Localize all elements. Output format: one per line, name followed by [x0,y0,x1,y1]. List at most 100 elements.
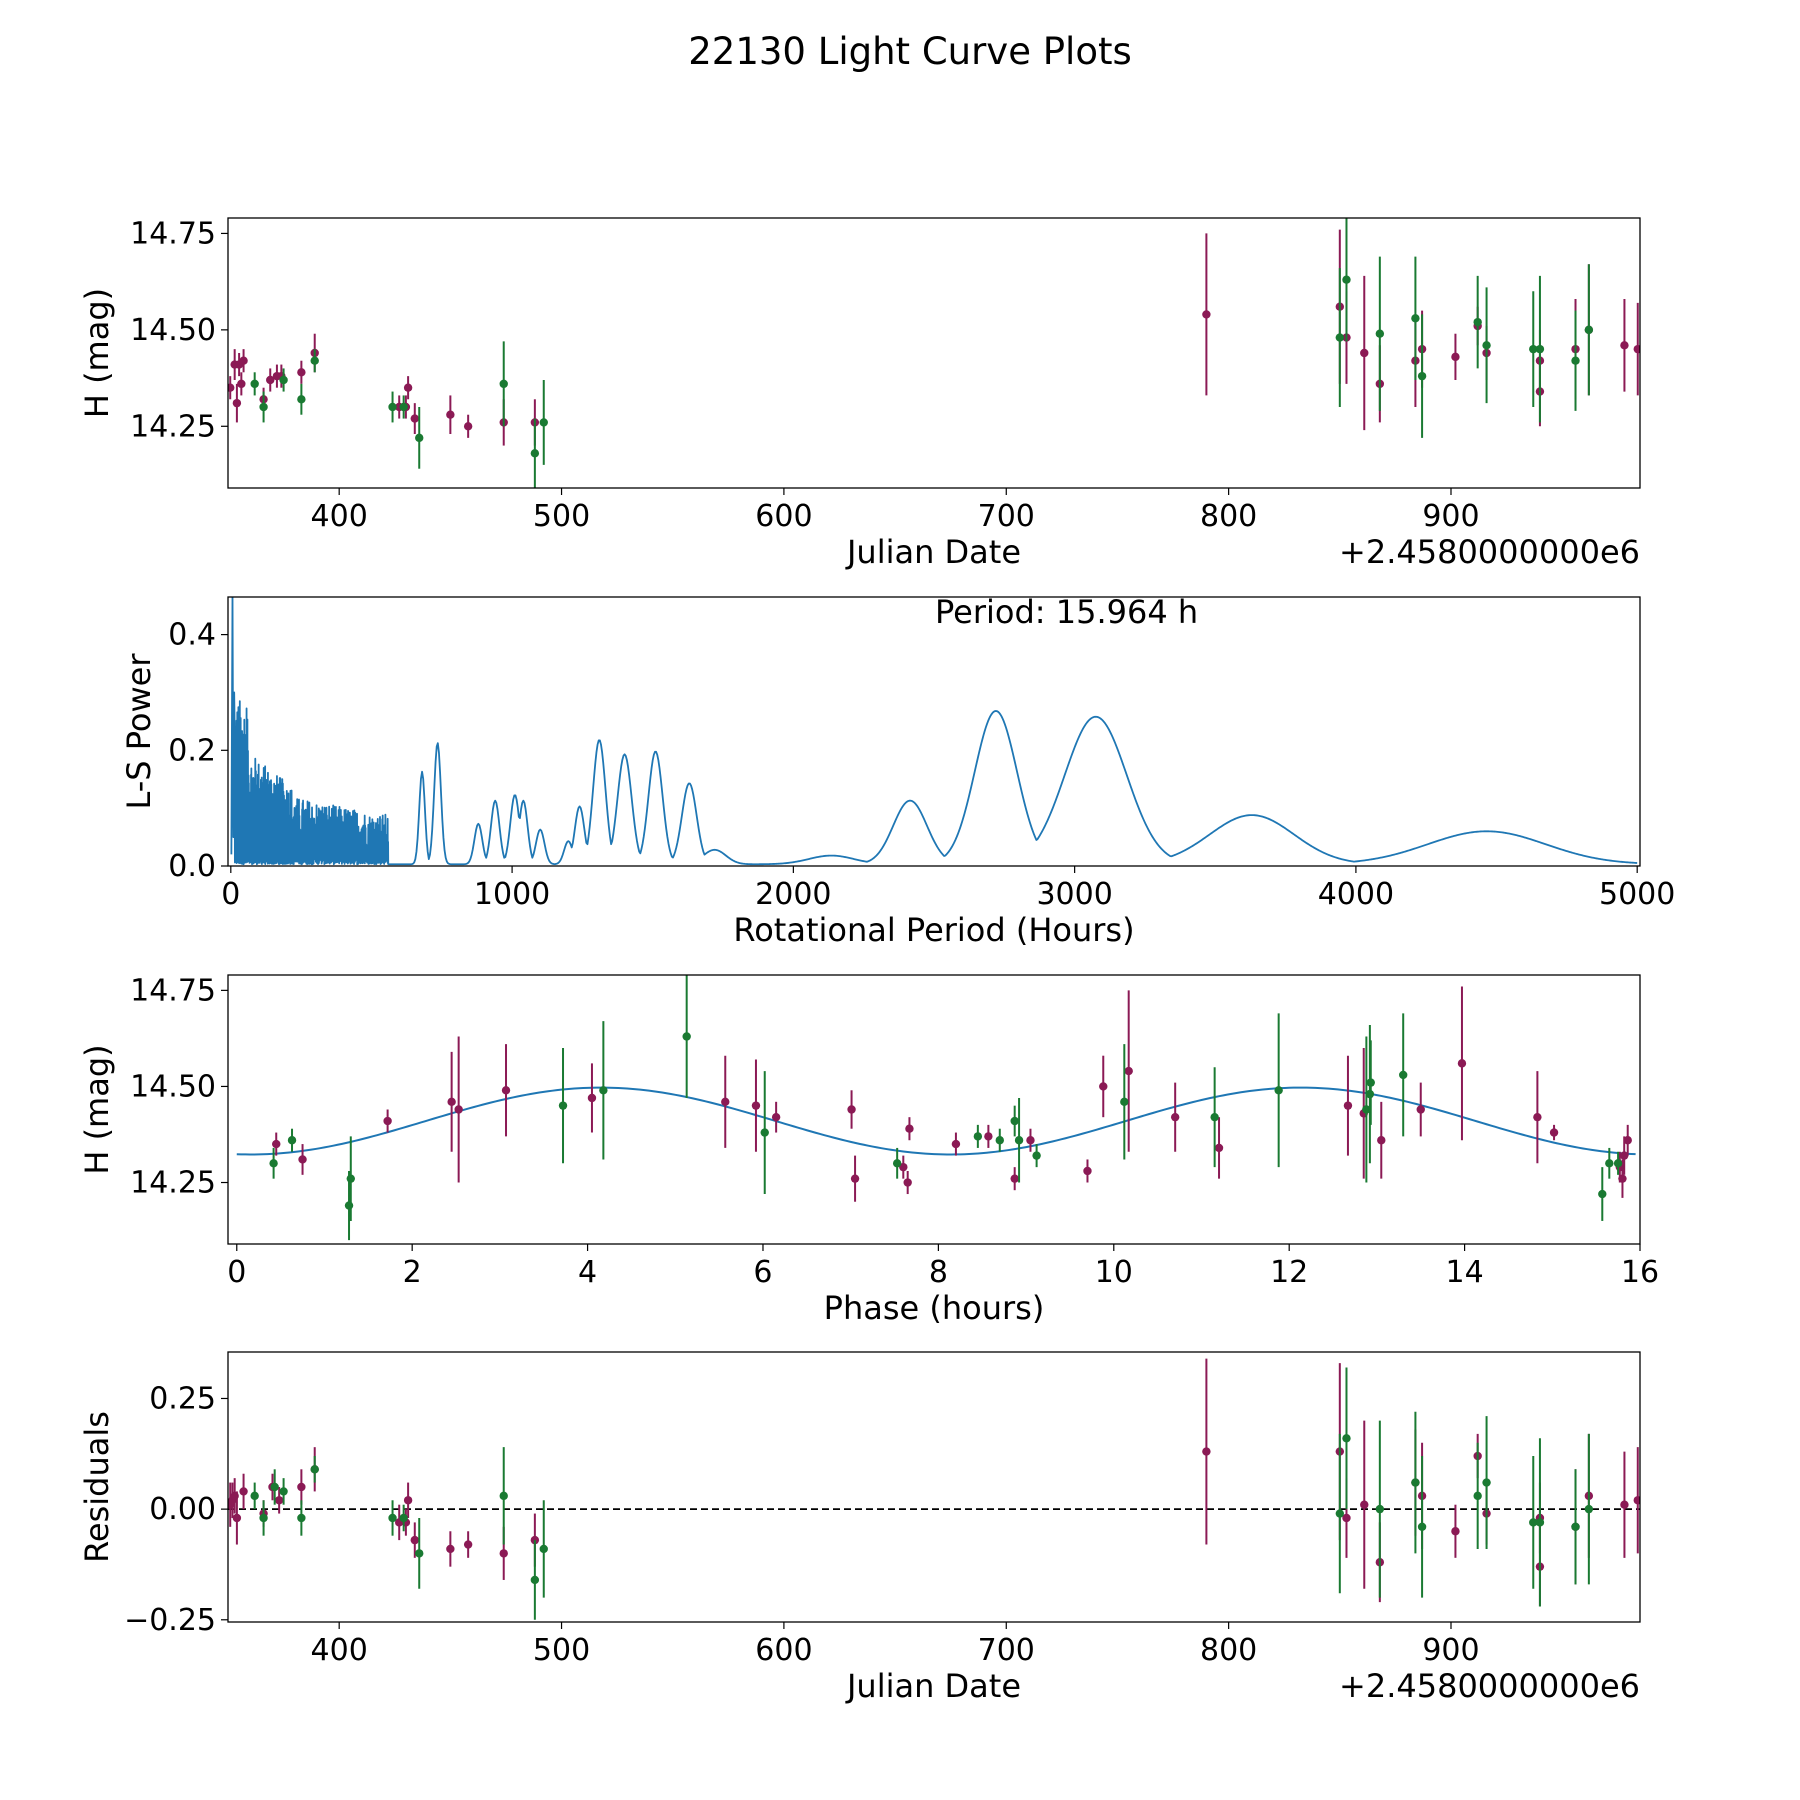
purple-data-point [771,1112,781,1122]
green-data-point [1417,371,1427,381]
x-tick-label: 0 [227,1255,246,1290]
green-series [250,218,1594,488]
purple-data-point [1099,1082,1108,1091]
x-tick-label: 400 [311,1633,368,1668]
x-tick-label: 900 [1422,499,1479,534]
green-data-point [892,1159,902,1168]
green-data-point [1605,1159,1614,1168]
y-tick-label: 14.25 [130,1166,216,1201]
x-tick-label: 6 [753,1255,772,1290]
light-curve-panel: 400 500 600 700 800 900 14.25 14.50 14.75 Julian … [78,216,1641,571]
green-data-point [1399,1070,1408,1080]
purple-data-point [1620,341,1629,350]
green-data-point [558,1101,568,1110]
purple-data-point [274,1496,284,1505]
purple-data-point [1377,1136,1386,1145]
purple-data-point [1633,344,1640,354]
green-data-point [1032,1151,1041,1160]
green-data-point [530,1575,540,1585]
green-data-point [388,1513,397,1523]
purple-data-point [1342,1513,1351,1523]
plot-area [228,218,1640,488]
green-data-point [1571,356,1580,365]
purple-data-point [403,383,413,392]
green-data-point [1535,344,1545,354]
green-data-point [388,402,397,412]
x-tick-label: 500 [533,1633,590,1668]
y-axis-label: H (mag) [78,1044,116,1174]
purple-data-point [232,398,242,408]
y-tick-label: 14.50 [130,1069,216,1104]
x-offset-text: +2.4580000000e6 [1339,533,1640,571]
purple-data-point [499,1549,508,1558]
purple-data-point [1623,1136,1632,1145]
purple-data-point [1202,310,1211,319]
purple-data-point [1360,348,1369,358]
purple-data-point [1618,1174,1627,1183]
green-data-point [1529,344,1538,354]
x-tick-label: 700 [978,499,1035,534]
green-data-point [310,356,319,365]
purple-data-point [1457,1059,1467,1068]
purple-data-point [899,1162,908,1172]
green-data-point [1362,1105,1371,1114]
green-data-point [1613,1159,1623,1168]
x-tick-label: 4000 [1318,877,1394,912]
green-data-point [399,1513,408,1523]
green-data-point [682,1032,691,1041]
y-tick-label: 0.4 [168,618,216,653]
plot-area [230,597,1638,866]
green-data-point [250,1491,259,1501]
purple-data-point [1451,352,1460,362]
residuals-panel: 400 500 600 700 800 900 0.25 0.00 −0.25 Julian Da… [78,1351,1641,1705]
green-data-point [1274,1086,1283,1095]
purple-data-point [1026,1136,1035,1145]
purple-data-point [850,1174,860,1183]
purple-data-point [501,1086,511,1095]
green-data-point [1417,1522,1427,1532]
purple-data-point [847,1105,856,1114]
purple-data-point [903,1178,912,1187]
purple-data-point [454,1105,463,1114]
purple-data-point [403,1496,413,1505]
purple-data-point [239,356,248,365]
purple-data-point [721,1097,730,1107]
green-data-point [499,1491,508,1501]
green-data-point [1375,1504,1385,1514]
green-data-point [539,418,548,427]
green-data-point [1335,333,1345,342]
purple-data-point [1633,1496,1640,1505]
x-tick-label: 2 [403,1255,422,1290]
period-annotation: Period: 15.964 h [935,593,1198,631]
purple-data-point [905,1124,914,1133]
green-data-point [279,375,288,385]
x-tick-label: 700 [978,1633,1035,1668]
purple-data-point [984,1132,993,1141]
green-series [269,975,1623,1241]
green-data-point [530,449,540,458]
green-data-point [1335,1509,1345,1518]
green-data-point [346,1174,355,1183]
purple-data-point [1124,1066,1133,1076]
purple-data-point [1533,1112,1542,1122]
y-tick-label: 0.0 [168,849,216,884]
purple-data-point [446,1544,455,1554]
x-tick-label: 0 [221,877,240,912]
model-fit-curve [236,1086,1636,1156]
x-tick-label: 500 [533,499,590,534]
x-tick-label: 400 [311,499,368,534]
periodogram-panel: 0 1000 2000 3000 4000 5000 0.0 0.2 0.4 Rotational… [120,593,1675,949]
purple-data-point [297,1482,306,1492]
green-data-point [270,1482,279,1492]
x-tick-label: 900 [1422,1633,1479,1668]
green-data-point [259,1513,268,1523]
green-data-point [1366,1078,1375,1087]
green-data-point [599,1086,608,1095]
green-data-point [760,1128,769,1137]
purple-data-point [272,1139,281,1149]
y-tick-label: 14.75 [130,216,216,251]
purple-data-point [410,414,419,423]
purple-data-point [1620,1151,1629,1160]
x-tick-label: 600 [755,1633,812,1668]
